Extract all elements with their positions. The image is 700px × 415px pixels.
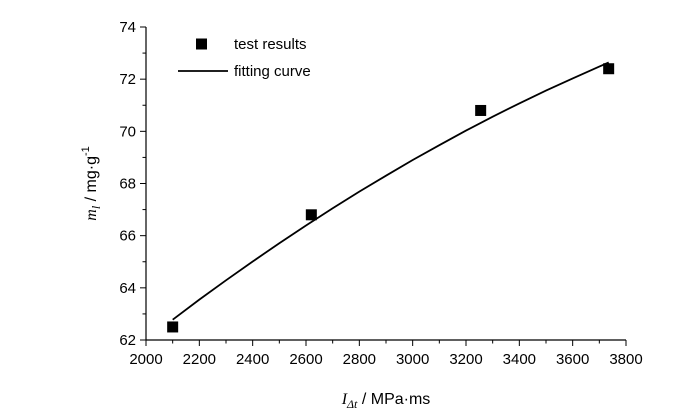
- data-point: [475, 104, 487, 116]
- x-tick-label: 2600: [289, 351, 322, 368]
- legend-label: fitting curve: [234, 63, 311, 80]
- x-tick-label: 3600: [556, 351, 589, 368]
- x-axis-label: IΔt / MPa·ms: [341, 391, 431, 411]
- y-tick-label: 66: [119, 228, 136, 245]
- y-tick-label: 72: [119, 71, 136, 88]
- x-tick-label: 2200: [183, 351, 216, 368]
- legend-marker-square: [196, 38, 207, 50]
- y-tick-label: 64: [119, 280, 136, 297]
- x-tick-label: 3400: [503, 351, 536, 368]
- y-tick-label: 68: [119, 176, 136, 193]
- axis-labels: IΔt / MPa·ms ml / mg·g-1: [80, 146, 430, 411]
- x-axis-label-symbol: I: [341, 391, 348, 408]
- data-point: [603, 63, 615, 75]
- x-tick-label: 3200: [449, 351, 482, 368]
- data-point: [305, 209, 317, 221]
- x-tick-label: 2000: [129, 351, 162, 368]
- data-point: [167, 321, 179, 333]
- axes: 2000 2200 2400 2600 2800 3000 3200 3400 3600 3800…: [119, 19, 642, 368]
- legend: test results fitting curve: [178, 36, 311, 80]
- x-axis-label-unit: MPa·ms: [371, 391, 431, 408]
- x-tick-label: 3800: [609, 351, 642, 368]
- y-axis-label: ml / mg·g-1: [80, 146, 103, 220]
- legend-label: test results: [234, 36, 307, 53]
- y-tick-label: 70: [119, 123, 136, 140]
- x-tick-label: 2800: [343, 351, 376, 368]
- y-axis-label-unit: mg·g: [83, 156, 100, 192]
- x-axis-label-subscript: Δt: [346, 397, 358, 411]
- y-axis-label-symbol: m: [83, 209, 100, 221]
- y-axis-label-subscript: l: [89, 205, 103, 209]
- fitting-curve-line: [172, 61, 610, 321]
- y-tick-label: 74: [119, 19, 136, 36]
- x-tick-label: 2400: [236, 351, 269, 368]
- plot-area: [167, 61, 615, 333]
- x-tick-label: 3000: [396, 351, 429, 368]
- y-axis-label-exponent: -1: [80, 146, 92, 156]
- y-tick-label: 62: [119, 332, 136, 349]
